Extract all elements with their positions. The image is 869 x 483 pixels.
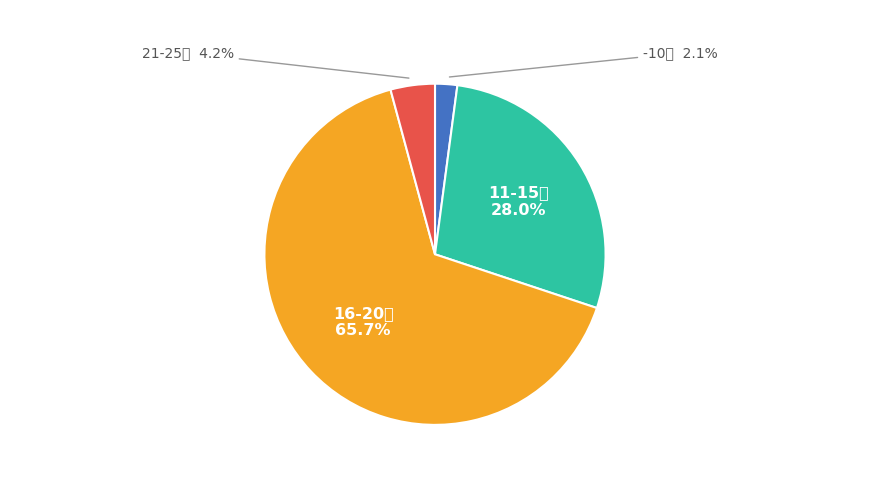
Wedge shape [390, 84, 434, 254]
Text: 11-15歳
28.0%: 11-15歳 28.0% [488, 185, 548, 218]
Wedge shape [434, 84, 457, 254]
Text: 16-20歳
65.7%: 16-20歳 65.7% [332, 306, 393, 339]
Wedge shape [434, 85, 605, 308]
Text: -10歳  2.1%: -10歳 2.1% [449, 46, 717, 77]
Text: 21-25歳  4.2%: 21-25歳 4.2% [142, 46, 408, 78]
Wedge shape [264, 90, 596, 425]
